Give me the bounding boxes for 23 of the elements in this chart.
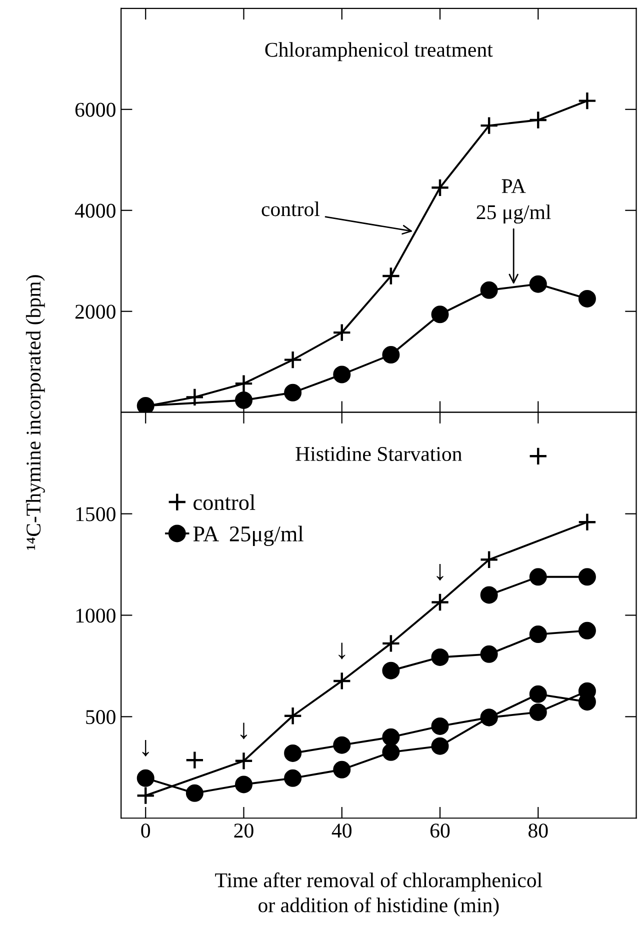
y-axis-title: ¹⁴C-Thymine incorporated (bpm) (26, 275, 45, 550)
annotation: ↓ (142, 740, 149, 756)
y-tick-label: 2000 (75, 304, 116, 319)
text: Histidine Starvation (296, 446, 462, 462)
y-tick-label: 1000 (76, 608, 116, 623)
x-axis-title: Time after removal of chloramphenicol or addition of histidine (min) (215, 872, 542, 917)
x-tick-label: 20 (234, 824, 254, 838)
legend-label: control (194, 494, 256, 510)
annotation: ↓ (436, 564, 444, 580)
y-tick-label: 500 (86, 710, 116, 724)
y-tick-label: 6000 (75, 102, 116, 117)
annotation: control (262, 202, 320, 216)
x-tick-label: 80 (528, 824, 548, 838)
y-tick-label: 1500 (76, 507, 116, 522)
legend-label: PA 25μg/ml (193, 526, 304, 546)
annotation: ↓ (338, 642, 346, 660)
x-tick-label: 60 (430, 824, 450, 838)
x-tick-label: 0 (141, 824, 150, 838)
annotation: PA 25 μg/ml (476, 179, 551, 224)
annotation: ↓ (240, 722, 247, 740)
x-tick-label: 40 (332, 824, 352, 838)
y-tick-label: 4000 (74, 204, 116, 218)
text: Chloramphenicol treatment (265, 42, 493, 62)
